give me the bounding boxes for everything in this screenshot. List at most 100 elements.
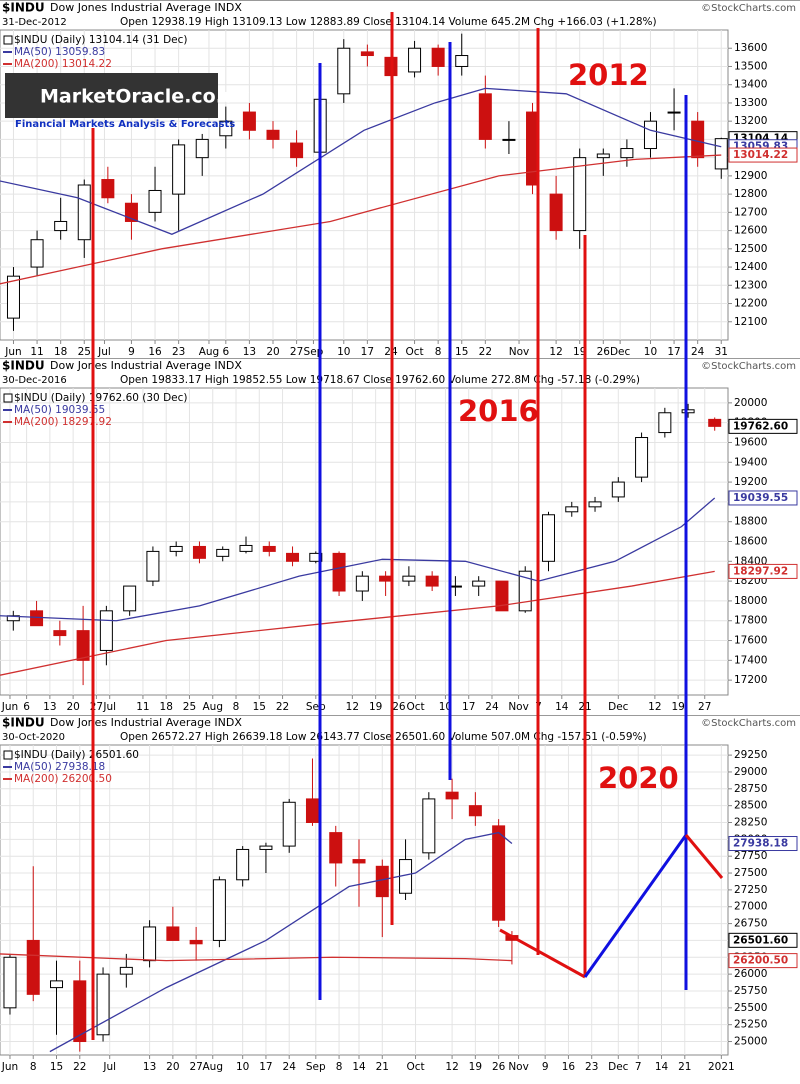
y-tick-label: 12500 bbox=[734, 243, 767, 255]
candle-body bbox=[236, 848, 250, 881]
x-tick-label: 21 bbox=[678, 1061, 691, 1073]
x-tick-label: 21 bbox=[376, 1061, 389, 1073]
candle-body bbox=[212, 879, 226, 941]
x-tick-label: 22 bbox=[276, 701, 289, 713]
date: 30-Dec-2016 bbox=[2, 375, 67, 386]
x-tick-label: 10 bbox=[439, 701, 452, 713]
candle-body bbox=[119, 966, 133, 975]
candle-body bbox=[667, 111, 681, 114]
x-tick-label: 14 bbox=[555, 701, 569, 713]
y-tick-label: 25250 bbox=[734, 1019, 767, 1031]
x-tick-label: 10 bbox=[644, 346, 657, 358]
candle-body bbox=[282, 801, 296, 847]
candle-body bbox=[195, 138, 209, 159]
y-tick-label: 17800 bbox=[734, 615, 767, 627]
candle-body bbox=[492, 825, 506, 921]
x-tick-label: 20 bbox=[266, 346, 279, 358]
legend-entry: MA(50) 13059.83 bbox=[14, 46, 105, 58]
candle-body bbox=[573, 157, 587, 232]
x-tick-label: 24 bbox=[485, 701, 499, 713]
x-tick-label: 27 bbox=[290, 346, 303, 358]
candle-body bbox=[472, 580, 486, 587]
candle-body bbox=[425, 575, 439, 587]
x-tick-label: 25 bbox=[78, 346, 91, 358]
candle-body bbox=[588, 501, 602, 508]
candle-body bbox=[526, 111, 540, 186]
y-tick-label: 19200 bbox=[734, 476, 767, 488]
y-tick-label: 25500 bbox=[734, 1002, 767, 1014]
x-tick-label: 8 bbox=[30, 1061, 37, 1073]
x-tick-label: 21 bbox=[578, 701, 591, 713]
candle-body bbox=[620, 148, 634, 159]
value-marker bbox=[728, 932, 798, 948]
candle-body bbox=[30, 239, 44, 268]
value-marker-label: 18297.92 bbox=[733, 565, 788, 577]
x-tick-label: Dec bbox=[608, 701, 629, 713]
candle-body bbox=[502, 138, 516, 141]
legend-price: $INDU (Daily) 13104.14 (31 Dec) bbox=[14, 34, 188, 46]
y-tick-label: 13200 bbox=[734, 115, 767, 127]
x-tick-label: 13 bbox=[43, 701, 56, 713]
candle-body bbox=[337, 47, 351, 95]
x-tick-label: Aug bbox=[202, 701, 223, 713]
candle-body bbox=[352, 859, 366, 864]
y-tick-label: 18000 bbox=[734, 595, 767, 607]
candle-body bbox=[146, 550, 160, 582]
x-tick-label: Aug bbox=[199, 346, 220, 358]
value-marker bbox=[728, 147, 798, 163]
moving-average bbox=[0, 87, 722, 235]
candle-body bbox=[635, 437, 649, 478]
x-tick-label: 13 bbox=[143, 1061, 156, 1073]
ohlc: Open 26572.27 High 26639.18 Low 26143.77… bbox=[120, 731, 647, 743]
candle-body bbox=[402, 575, 416, 582]
x-tick-label: Nov bbox=[509, 346, 530, 358]
x-tick-label: Aug bbox=[202, 1061, 223, 1073]
x-tick-label: 12 bbox=[346, 701, 359, 713]
candle-body bbox=[329, 832, 343, 864]
candle-body bbox=[375, 865, 389, 898]
candle-body bbox=[101, 179, 115, 199]
x-tick-label: 16 bbox=[562, 1061, 576, 1073]
candle-body bbox=[219, 120, 233, 137]
x-tick-label: 10 bbox=[337, 346, 350, 358]
y-tick-label: 13600 bbox=[734, 42, 767, 54]
candle-body bbox=[6, 275, 20, 319]
x-tick-label: 20 bbox=[166, 1061, 179, 1073]
candle-body bbox=[259, 845, 273, 850]
candle-body bbox=[408, 47, 422, 73]
x-tick-label: 15 bbox=[50, 1061, 63, 1073]
value-marker-label: 27938.18 bbox=[733, 838, 788, 850]
x-tick-label: 15 bbox=[455, 346, 468, 358]
y-tick-label: 27250 bbox=[734, 884, 767, 896]
chart-title: Dow Jones Industrial Average INDX bbox=[50, 716, 242, 729]
chart-title: Dow Jones Industrial Average INDX bbox=[50, 359, 242, 372]
candle-body bbox=[262, 545, 276, 552]
candle-body bbox=[422, 798, 436, 854]
candle-body bbox=[309, 552, 323, 562]
legend-entry: MA(50) 27938.18 bbox=[14, 761, 105, 773]
candle-body bbox=[242, 111, 256, 131]
x-tick-label: 23 bbox=[172, 346, 185, 358]
candle-body bbox=[77, 184, 91, 241]
x-tick-label: 12 bbox=[445, 1061, 458, 1073]
x-tick-label: 10 bbox=[236, 1061, 249, 1073]
candle-body bbox=[468, 805, 482, 817]
x-tick-label: 2021 bbox=[708, 1061, 735, 1073]
candle-body bbox=[30, 610, 44, 627]
x-tick-label: Oct bbox=[406, 701, 424, 713]
candle-body bbox=[53, 630, 67, 637]
y-tick-label: 18600 bbox=[734, 536, 767, 548]
legend-entry: MA(200) 18297.92 bbox=[14, 416, 112, 428]
y-tick-label: 12200 bbox=[734, 298, 767, 310]
y-tick-label: 12600 bbox=[734, 225, 767, 237]
x-tick-label: 26 bbox=[597, 346, 611, 358]
candle-body bbox=[305, 798, 319, 823]
value-marker-label: 26200.50 bbox=[733, 955, 788, 967]
y-tick-label: 17200 bbox=[734, 674, 767, 686]
x-tick-label: 19 bbox=[369, 701, 382, 713]
x-tick-label: Oct bbox=[406, 1061, 424, 1073]
source: ©StockCharts.com bbox=[701, 361, 796, 372]
candle-body bbox=[448, 585, 462, 588]
candle-body bbox=[73, 980, 87, 1043]
symbol: $INDU bbox=[2, 359, 45, 373]
